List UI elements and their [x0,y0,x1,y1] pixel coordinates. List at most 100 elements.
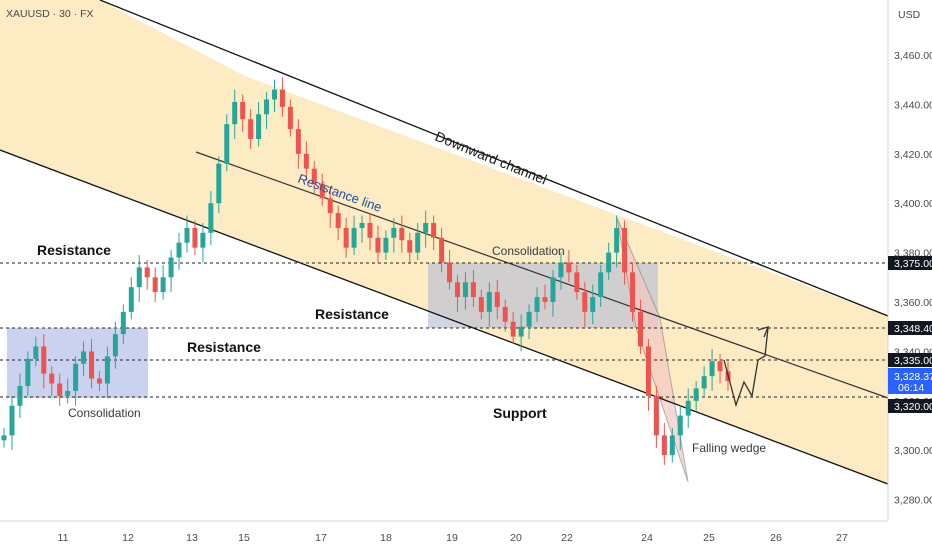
candle-body [502,306,508,322]
y-tick-label: 3,300.00 [894,445,932,457]
candle-body [399,227,405,241]
candle-body [534,297,540,312]
candle-body [104,356,110,384]
x-tick-label: 24 [641,532,653,544]
candle-body [144,267,150,278]
candle-body [431,222,437,238]
candle-body [9,405,15,436]
candle-body [89,351,95,379]
candle-body [176,242,182,258]
candle-body [582,292,588,312]
svg-text:3,335.00: 3,335.00 [894,355,932,367]
candle-body [168,257,174,278]
candle-body [311,168,317,184]
candle-body [574,272,580,293]
candle-body [240,101,246,120]
candle-body [224,124,230,164]
x-tick-label: 26 [770,532,782,544]
candle-body [462,282,468,298]
candle-body [152,277,158,293]
candle-body [343,227,349,248]
candle-body [486,292,492,312]
x-tick-label: 11 [58,532,69,544]
projection-arrowhead [757,325,770,338]
channel-lower-line [0,149,889,485]
svg-text:3,375.00: 3,375.00 [894,258,932,270]
candle-body [518,326,524,337]
y-tick-label: 3,400.00 [894,198,932,210]
candle-body [25,358,31,386]
candle-body [478,297,484,312]
candle-body [327,198,333,214]
candle-body [295,129,301,154]
candle-body [1,435,7,441]
candle-body [470,282,476,298]
candle-body [57,383,63,396]
x-tick-label: 19 [446,532,458,544]
resistance-trendline [195,151,889,399]
svg-text:3,328.37: 3,328.37 [894,371,932,383]
x-tick-label: 22 [561,532,573,544]
candle-body [717,361,723,372]
candle-body [391,227,397,238]
x-tick-labels: 11 12 13 15 17 18 19 20 22 24 25 26 27 [58,532,848,544]
candle-body [120,311,126,335]
candle-body [447,262,453,283]
x-tick-label: 13 [186,532,198,544]
candle-body [558,262,564,278]
candle-body [184,227,190,243]
candle-body [693,388,699,401]
x-tick-label: 20 [510,532,522,544]
candle-body [526,311,532,327]
candle-body [367,222,373,238]
svg-text:3,320.00: 3,320.00 [894,401,932,413]
y-tick-label: 3,420.00 [894,149,932,161]
candle-body [335,213,341,228]
time-axis-panel[interactable] [0,521,888,550]
candle-body [590,297,596,312]
candle-body [701,376,707,389]
y-tick-label: 3,460.00 [894,50,932,62]
currency-label: USD [898,9,921,21]
candle-body [542,297,548,302]
candle-body [622,227,628,273]
candle-body [383,237,389,253]
tag-3320: 3,320.00 [888,399,932,413]
y-tick-label: 3,280.00 [894,495,932,507]
candle-body [359,222,365,228]
candle-body [248,119,254,139]
candle-body [685,400,691,416]
projection-path [723,327,769,408]
candle-body [494,292,500,307]
candle-body [423,222,429,233]
label-consolidation-left: Consolidation [68,406,141,420]
candle-body [160,277,166,293]
candle-body [375,237,381,253]
tag-3335: 3,335.00 [888,353,932,367]
label-resistance-top: Resistance [37,242,111,258]
candle-body [232,101,238,125]
x-tick-label: 27 [836,532,848,544]
candle-body [73,363,79,391]
tag-3348: 3,348.40 [888,321,932,335]
candle-body [65,390,71,396]
candle-body [598,272,604,298]
candle-body [669,435,675,456]
candle-body [653,395,659,436]
tag-current-price: 3,328.37 06:14 [888,368,932,394]
candle-body [112,334,118,357]
candle-body [287,106,293,130]
candle-body [279,89,285,107]
y-tick-label: 3,360.00 [894,297,932,309]
x-tick-label: 18 [380,532,392,544]
candle-body [439,237,445,263]
candle-body [709,361,715,377]
candle-body [351,227,357,248]
x-tick-label: 25 [703,532,715,544]
price-axis-panel[interactable] [888,0,932,550]
candle-body [200,232,206,248]
candle-body [454,282,460,298]
x-tick-label: 15 [238,532,250,544]
candle-body [49,373,55,384]
